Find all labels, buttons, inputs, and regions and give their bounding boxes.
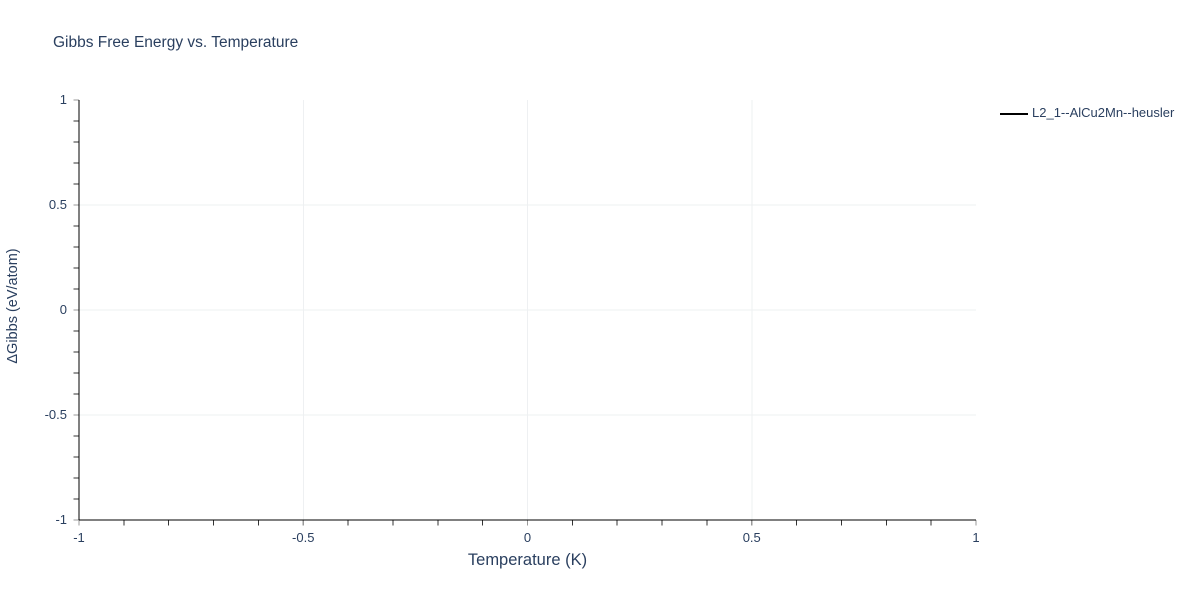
svg-text:1: 1: [60, 92, 67, 107]
svg-text:-0.5: -0.5: [292, 530, 314, 545]
svg-text:0.5: 0.5: [49, 197, 67, 212]
svg-text:0: 0: [60, 302, 67, 317]
svg-text:0: 0: [524, 530, 531, 545]
svg-text:-1: -1: [55, 512, 67, 527]
svg-text:1: 1: [972, 530, 979, 545]
svg-text:0.5: 0.5: [743, 530, 761, 545]
svg-text:-1: -1: [73, 530, 85, 545]
svg-text:-0.5: -0.5: [45, 407, 67, 422]
